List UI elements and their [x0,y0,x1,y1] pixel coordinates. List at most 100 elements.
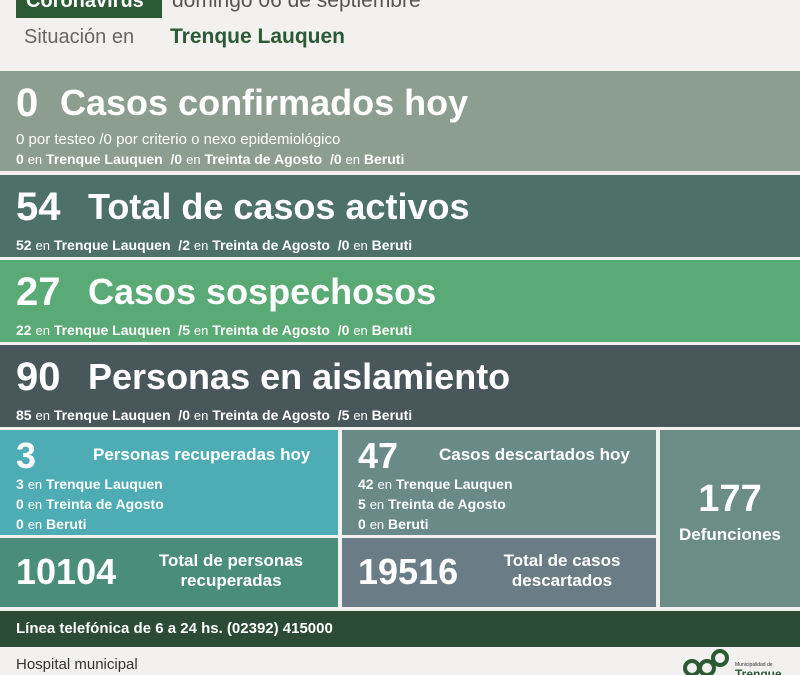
sospechosos-breakdown: 22 en Trenque Lauquen /5 en Treinta de A… [16,322,413,338]
aislamiento-value: 90 [16,355,61,399]
descartados-tl: 42 en Trenque Lauquen [358,475,513,494]
breakdown-ta-name: Treinta de Agosto [212,237,330,253]
aislamiento-band: 90 Personas en aislamiento 85 en Trenque… [0,345,800,427]
activos-value: 54 [16,185,61,229]
sospechosos-band: 27 Casos sospechosos 22 en Trenque Lauqu… [0,260,800,342]
place-name: Trenque Lauquen [170,25,346,48]
descartados-total-panel: 19516 Total de casos descartados [342,538,656,607]
breakdown-be-value: 0 [16,516,24,532]
en-word: en [35,323,50,338]
breakdown-tl-name: Trenque Lauquen [46,151,163,167]
sospechosos-value: 27 [16,270,61,314]
breakdown-ta-name: Treinta de Agosto [46,496,164,512]
en-word: en [193,323,209,338]
defunciones-panel: 177 Defunciones [660,430,800,607]
breakdown-ta-name: Treinta de Agosto [388,496,506,512]
descartados-be: 0 en Beruti [358,515,429,534]
breakdown-be-name: Beruti [371,407,413,423]
breakdown-tl-value: 42 [358,476,374,492]
breakdown-be-name: Beruti [371,237,413,253]
descartados-total-label: Total de casos descartados [482,551,642,591]
descartados-title: Casos descartados hoy [439,445,630,464]
situacion-label: Situación en [24,26,135,48]
coronavirus-badge: Coronavirus [16,0,162,18]
en-word: en [369,517,385,532]
en-word: en [35,238,50,253]
aislamiento-breakdown: 85 en Trenque Lauquen /0 en Treinta de A… [16,407,413,423]
breakdown-tl-value: 85 [16,407,32,423]
breakdown-ta-name: Treinta de Agosto [204,151,323,167]
en-word: en [35,408,50,423]
activos-breakdown: 52 en Trenque Lauquen /2 en Treinta de A… [16,237,413,253]
breakdown-ta-value: 5 [358,496,366,512]
breakdown-be-value: 5 [341,407,350,423]
breakdown-tl-value: 22 [16,322,32,338]
en-word: en [27,152,43,167]
recuperadas-ta: 0 en Treinta de Agosto [16,495,164,514]
recuperadas-title: Personas recuperadas hoy [93,445,311,464]
logo-text-big: Trenque [735,667,782,675]
breakdown-be-name: Beruti [46,516,87,532]
activos-title: Total de casos activos [88,186,470,227]
confirmados-breakdown: 0 en Trenque Lauquen /0 en Treinta de Ag… [16,151,405,167]
breakdown-tl-name: Trenque Lauquen [53,237,171,253]
en-word: en [353,408,368,423]
recuperadas-value: 3 [16,435,37,476]
breakdown-be-name: Beruti [363,151,405,167]
breakdown-ta-value: 0 [182,407,190,423]
breakdown-tl-name: Trenque Lauquen [53,407,171,423]
recuperadas-total-label-1: Total de personas [158,551,304,570]
breakdown-be-value: 0 [341,322,350,338]
sospechosos-title: Casos sospechosos [88,271,437,312]
phone-bar [0,611,800,647]
descartados-value: 47 [358,435,399,476]
recuperadas-panel: 3 Personas recuperadas hoy 3 en Trenque … [0,430,338,535]
recuperadas-total-value: 10104 [16,551,117,592]
breakdown-ta-name: Treinta de Agosto [212,407,330,423]
activos-band: 54 Total de casos activos 52 en Trenque … [0,175,800,257]
breakdown-ta-value: 2 [182,237,190,253]
en-word: en [193,408,209,423]
breakdown-tl-value: 0 [16,151,24,167]
defunciones-value: 177 [698,478,762,520]
descartados-panel: 47 Casos descartados hoy 42 en Trenque L… [342,430,656,535]
confirmados-detail: 0 por testeo /0 por criterio o nexo epid… [16,131,341,148]
breakdown-be-value: 0 [358,516,366,532]
descartados-total-label-2: descartados [511,571,613,590]
en-word: en [377,477,392,492]
breakdown-ta-value: 0 [174,151,183,167]
recuperadas-tl: 3 en Trenque Lauquen [16,475,163,494]
defunciones-label: Defunciones [678,525,782,544]
phone-line: Línea telefónica de 6 a 24 hs. (02392) 4… [16,620,333,637]
confirmados-band: 0 Casos confirmados hoy 0 por testeo /0 … [0,71,800,171]
en-word: en [353,323,368,338]
breakdown-tl-name: Trenque Lauquen [395,476,513,492]
recuperadas-total-label: Total de personas recuperadas [146,551,316,591]
en-word: en [27,497,43,512]
breakdown-be-name: Beruti [371,322,413,338]
breakdown-tl-name: Trenque Lauquen [53,322,171,338]
breakdown-tl-name: Trenque Lauquen [46,476,163,492]
recuperadas-total-panel: 10104 Total de personas recuperadas [0,538,338,607]
breakdown-ta-value: 5 [182,322,190,338]
breakdown-be-value: 0 [341,237,350,253]
en-word: en [186,152,201,167]
recuperadas-be: 0 en Beruti [16,515,87,534]
en-word: en [27,517,43,532]
en-word: en [353,238,368,253]
breakdown-ta-name: Treinta de Agosto [212,322,330,338]
municipality-logo-icon [683,649,729,675]
confirmados-value: 0 [16,81,39,125]
descartados-total-label-1: Total de casos [503,551,621,570]
aislamiento-title: Personas en aislamiento [88,356,511,397]
report-date: domingo 06 de septiembre [172,0,421,12]
breakdown-tl-value: 3 [16,476,24,492]
breakdown-ta-value: 0 [16,496,24,512]
breakdown-tl-value: 52 [16,237,32,253]
descartados-total-value: 19516 [358,551,459,592]
breakdown-be-name: Beruti [388,516,429,532]
recuperadas-total-label-2: recuperadas [180,571,282,590]
en-word: en [369,497,385,512]
hospital-label: Hospital municipal [16,656,138,673]
descartados-ta: 5 en Treinta de Agosto [358,495,506,514]
